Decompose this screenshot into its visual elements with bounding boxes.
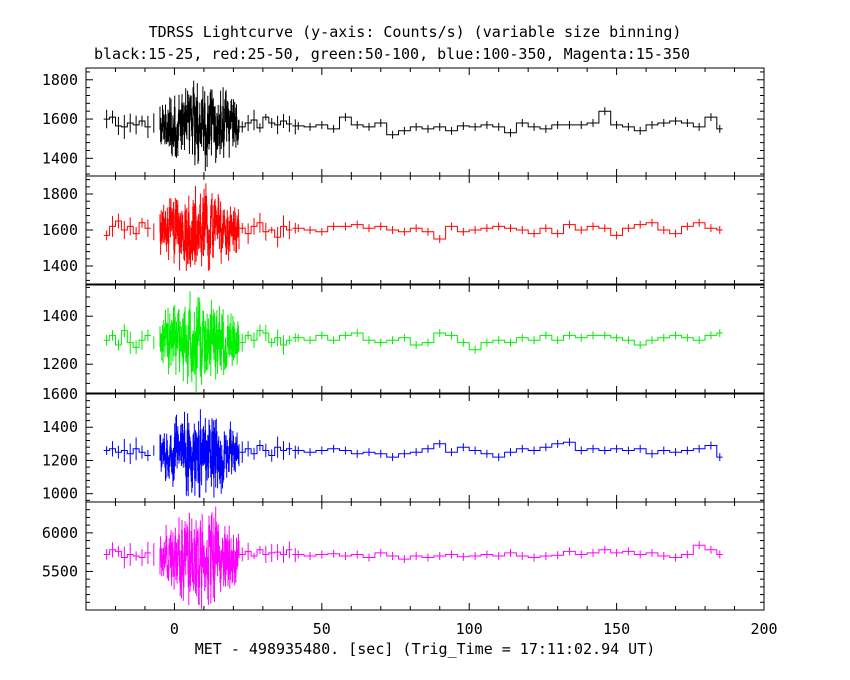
series-dense-green bbox=[159, 291, 240, 392]
series-early-green bbox=[103, 330, 151, 348]
y-tick-label: 1400 bbox=[42, 257, 78, 275]
panel-black: 1400 1600 1800 bbox=[42, 67, 765, 177]
y-tick-label: 1600 bbox=[42, 221, 78, 239]
series-late-black bbox=[292, 110, 723, 136]
series-dense-red bbox=[159, 183, 240, 271]
series-early-blue bbox=[103, 448, 151, 456]
y-tick-label: 1600 bbox=[42, 385, 78, 403]
panel-green: 1200 1400 bbox=[42, 284, 765, 394]
series-red bbox=[103, 183, 723, 271]
x-tick-label: 50 bbox=[313, 620, 331, 638]
series-green bbox=[103, 291, 723, 392]
y-tick-label: 5500 bbox=[42, 562, 78, 580]
chart-subtitle: black:15-25, red:25-50, green:50-100, bl… bbox=[94, 45, 690, 63]
y-tick-label: 1400 bbox=[42, 307, 78, 325]
x-tick-label: 100 bbox=[456, 620, 483, 638]
y-tick-label: 1200 bbox=[42, 355, 78, 373]
x-tick-labels: 0 50 100 150 200 bbox=[170, 620, 778, 638]
series-late-red bbox=[292, 222, 723, 240]
y-tick-label: 1800 bbox=[42, 185, 78, 203]
series-blue bbox=[103, 409, 723, 498]
series-dense-black bbox=[159, 80, 240, 172]
series-dense-blue bbox=[159, 409, 240, 498]
series-late-green bbox=[292, 332, 723, 351]
panel-frame bbox=[85, 284, 765, 394]
panel-red: 1400 1600 1800 bbox=[42, 175, 765, 285]
panel-blue: 1000 1200 1400 1600 bbox=[42, 385, 765, 503]
y-tick-label: 1600 bbox=[42, 110, 78, 128]
series-early-magenta bbox=[103, 549, 151, 558]
y-tick-label: 1400 bbox=[42, 149, 78, 167]
y-tick-label: 1200 bbox=[42, 451, 78, 469]
x-axis-label: MET - 498935480. [sec] (Trig_Time = 17:1… bbox=[195, 640, 656, 658]
series-dense-magenta bbox=[159, 506, 240, 609]
panels-layer: 1400 1600 1800 1400 1600 1800 1200 1400 1000 1200… bbox=[42, 67, 765, 611]
x-tick-label: 150 bbox=[603, 620, 630, 638]
chart-title: TDRSS Lightcurve (y-axis: Counts/s) (var… bbox=[149, 23, 682, 41]
series-magenta bbox=[103, 506, 723, 609]
series-early-red bbox=[103, 220, 151, 236]
x-tick-label: 0 bbox=[170, 620, 179, 638]
x-tick-label: 200 bbox=[750, 620, 777, 638]
series-early-black bbox=[103, 116, 151, 128]
panel-magenta: 5500 6000 bbox=[42, 501, 765, 611]
series-black bbox=[103, 80, 723, 172]
y-tick-label: 1000 bbox=[42, 485, 78, 503]
y-tick-label: 6000 bbox=[42, 524, 78, 542]
y-tick-label: 1800 bbox=[42, 71, 78, 89]
y-tick-label: 1400 bbox=[42, 418, 78, 436]
